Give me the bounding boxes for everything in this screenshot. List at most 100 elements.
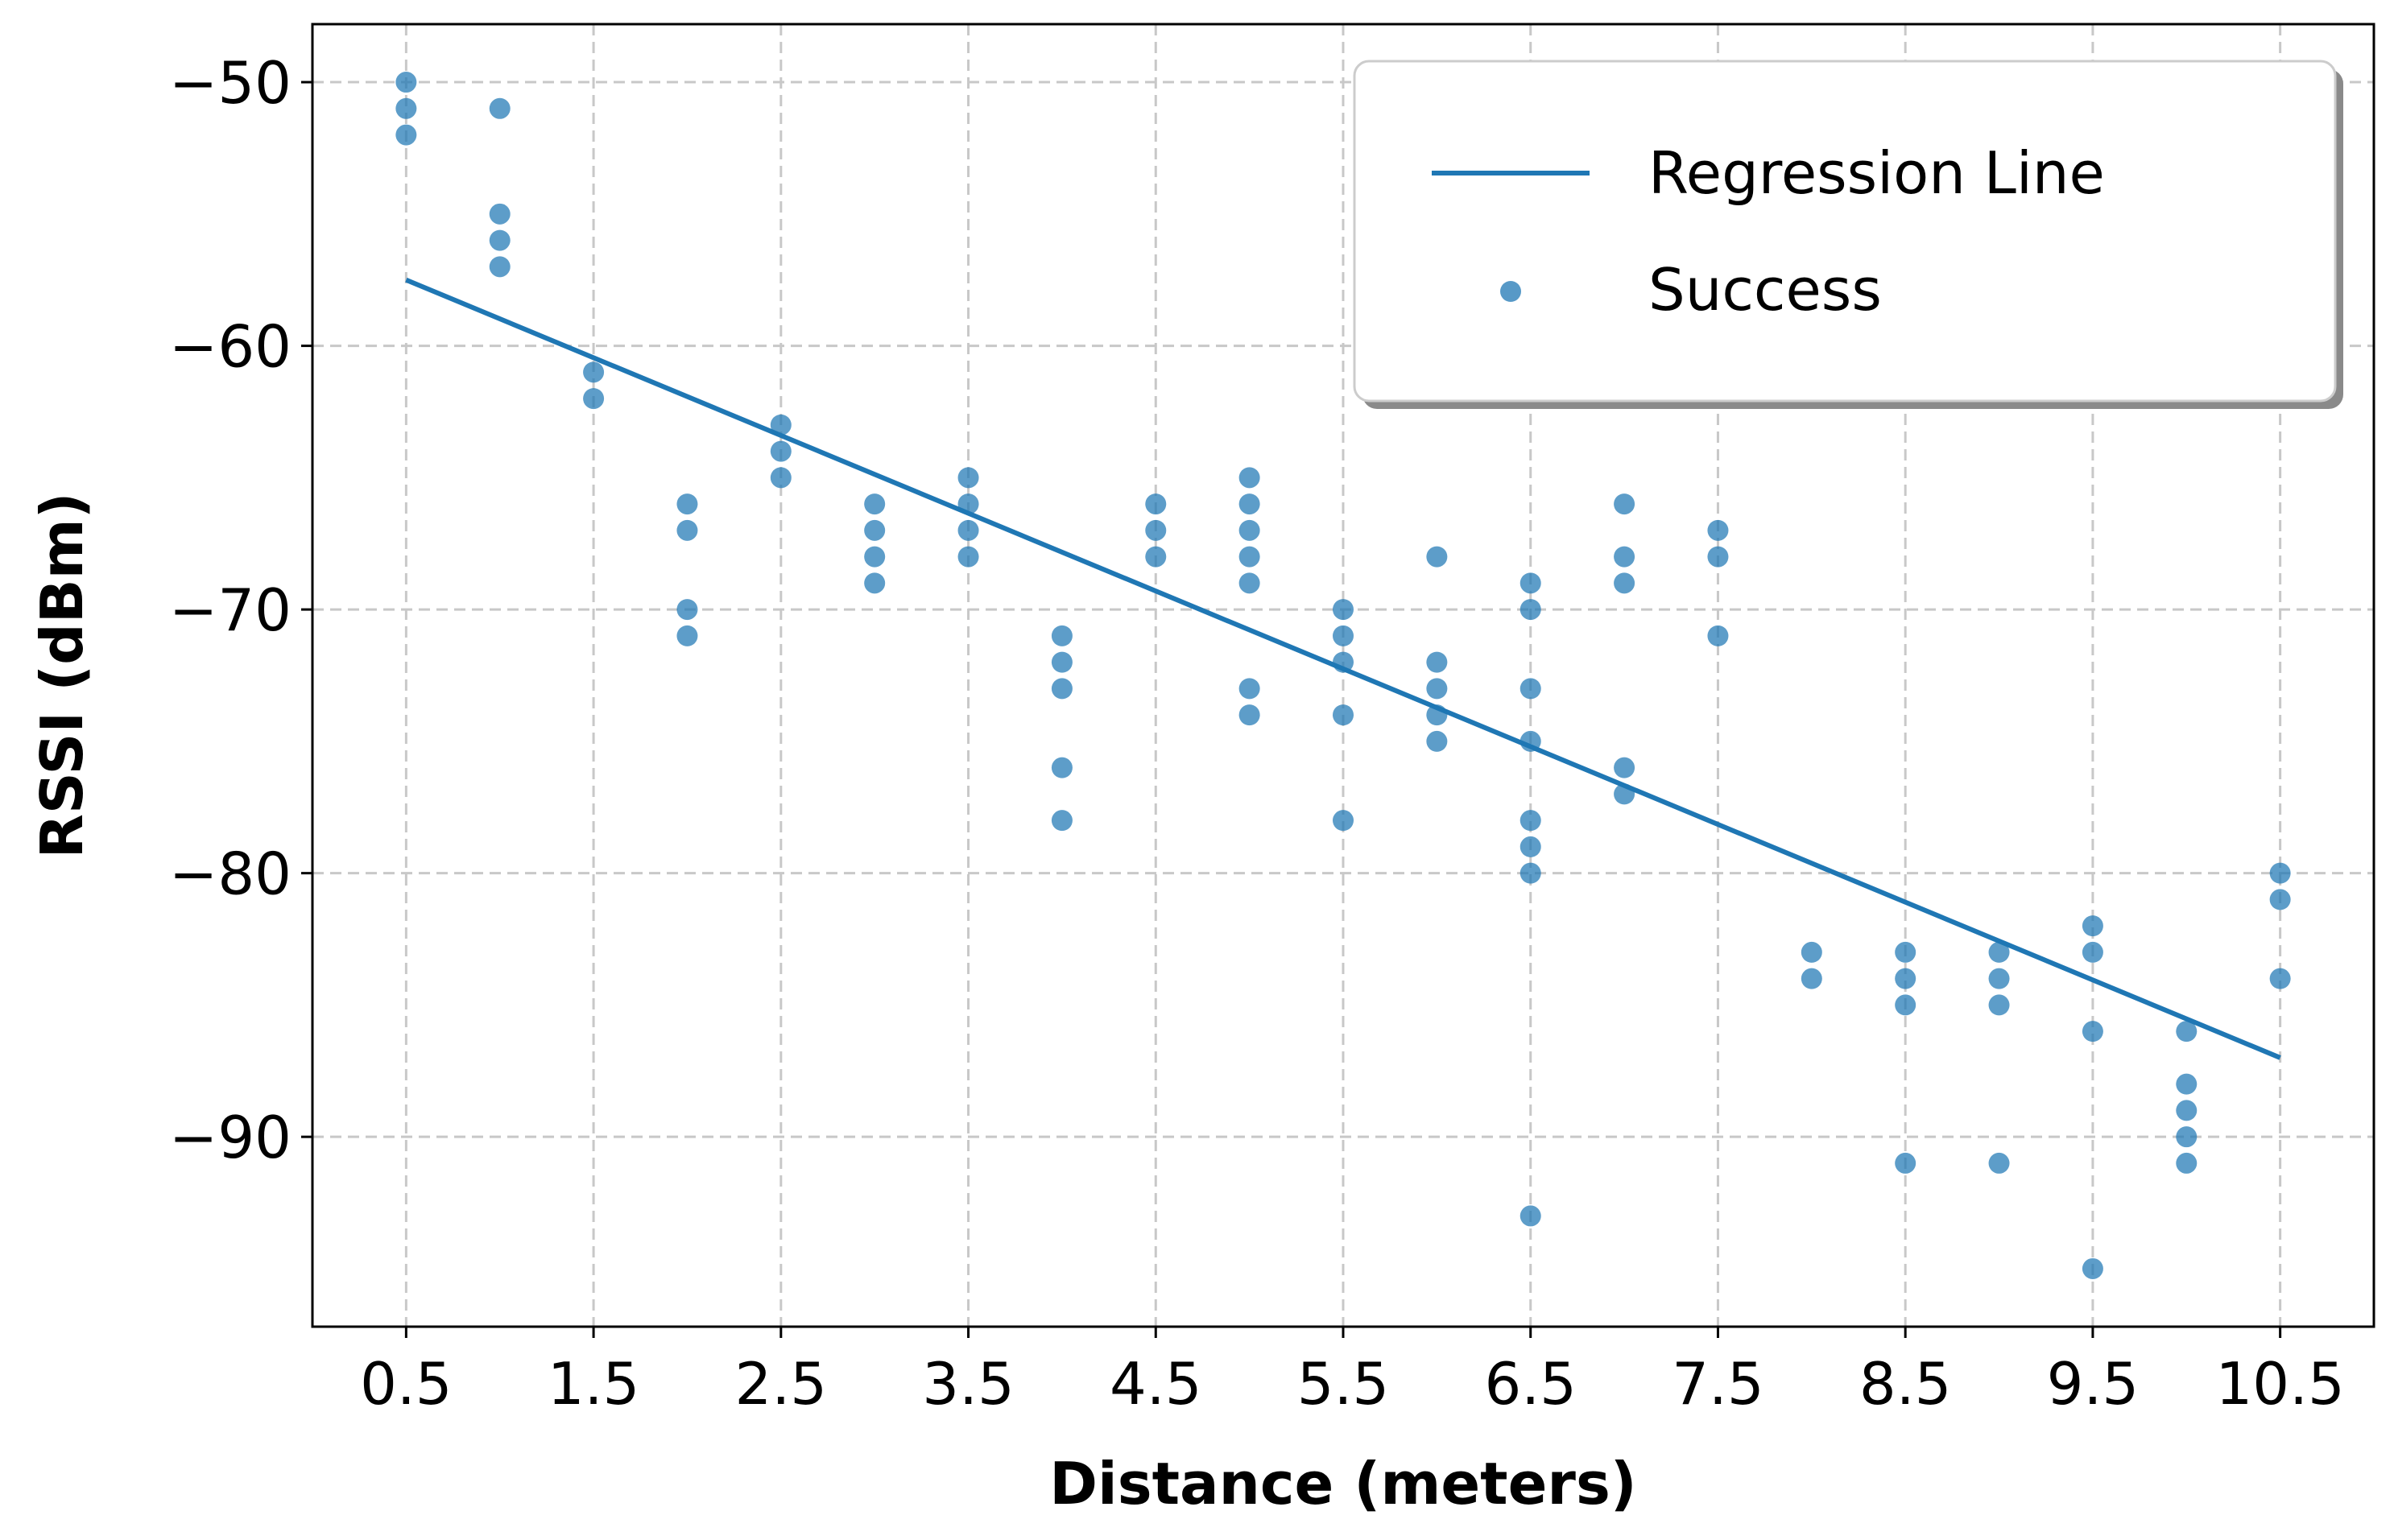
success-point [489, 203, 511, 225]
success-point [395, 97, 417, 119]
success-point [1988, 994, 2010, 1016]
success-point [957, 519, 979, 541]
success-point [1707, 625, 1729, 646]
success-point [1614, 546, 1635, 568]
success-point [864, 519, 886, 541]
x-tick-label: 10.5 [2215, 1350, 2344, 1418]
success-point [2269, 889, 2291, 910]
success-point [2269, 968, 2291, 989]
success-point [1707, 519, 1729, 541]
success-point [676, 519, 698, 541]
success-point [864, 546, 886, 568]
success-point [1614, 783, 1635, 805]
success-point [2082, 915, 2103, 937]
success-point [1238, 467, 1260, 489]
success-point [1988, 1152, 2010, 1174]
success-point [1238, 493, 1260, 515]
success-point [1051, 678, 1073, 700]
success-point [2176, 1126, 2198, 1148]
success-point [1426, 678, 1448, 700]
x-tick-label: 4.5 [1110, 1350, 1202, 1418]
success-point [1614, 757, 1635, 778]
x-tick-label: 7.5 [1672, 1350, 1764, 1418]
success-point [2176, 1152, 2198, 1174]
success-point [957, 493, 979, 515]
success-point [864, 572, 886, 594]
success-point [583, 361, 605, 383]
success-point [864, 493, 886, 515]
success-point [1520, 862, 1541, 884]
success-point [2176, 1100, 2198, 1121]
success-point [2082, 941, 2103, 963]
success-point [1895, 968, 1916, 989]
success-point [676, 625, 698, 646]
success-point [676, 599, 698, 621]
success-point [1051, 651, 1073, 673]
success-point [770, 440, 792, 462]
success-point [2176, 1073, 2198, 1095]
success-point [1333, 599, 1354, 621]
success-point [1051, 625, 1073, 646]
success-point [1614, 572, 1635, 594]
x-tick-label: 6.5 [1484, 1350, 1577, 1418]
success-point [1051, 757, 1073, 778]
success-point [1895, 941, 1916, 963]
success-point [1238, 519, 1260, 541]
success-point [1520, 678, 1541, 700]
success-point [1988, 968, 2010, 989]
success-point [957, 546, 979, 568]
success-point [489, 97, 511, 119]
legend-label-success: Success [1648, 256, 1882, 324]
success-point [1801, 968, 1822, 989]
success-point [1238, 546, 1260, 568]
success-point [1238, 704, 1260, 726]
success-point [1520, 1205, 1541, 1227]
tick-layer: 0.5 1.5 2.5 3.5 4.5 5.5 6.5 7.5 8.5 9.5 10.5 −50 −60… [169, 49, 2345, 1418]
x-tick-label: 3.5 [922, 1350, 1015, 1418]
success-point [1238, 678, 1260, 700]
success-point [1614, 493, 1635, 515]
success-point [1238, 572, 1260, 594]
success-point [1520, 730, 1541, 752]
success-point [957, 467, 979, 489]
success-point [2269, 862, 2291, 884]
x-tick-label: 5.5 [1297, 1350, 1390, 1418]
success-point [489, 229, 511, 251]
y-axis-title: RSSI (dBm) [28, 492, 96, 858]
success-point [1801, 941, 1822, 963]
success-point [1707, 546, 1729, 568]
success-point [2176, 1021, 2198, 1042]
success-point [1333, 651, 1354, 673]
success-point [1333, 810, 1354, 832]
legend: Regression Line Success [1353, 60, 2343, 409]
success-point [1145, 519, 1167, 541]
success-point [489, 256, 511, 278]
success-point [395, 72, 417, 93]
success-point [1333, 704, 1354, 726]
x-axis-title: Distance (meters) [1049, 1450, 1636, 1517]
y-tick-label: −60 [169, 313, 291, 381]
success-point [1895, 1152, 1916, 1174]
y-tick-label: −70 [169, 576, 291, 644]
success-point [1333, 625, 1354, 646]
legend-marker-success [1500, 281, 1521, 302]
legend-label-regression: Regression Line [1648, 139, 2105, 207]
x-tick-label: 8.5 [1859, 1350, 1952, 1418]
success-point [1520, 836, 1541, 857]
success-point [583, 388, 605, 410]
x-tick-label: 0.5 [360, 1350, 453, 1418]
success-point [1426, 546, 1448, 568]
success-point [2082, 1021, 2103, 1042]
success-point [2082, 1257, 2103, 1279]
success-point [770, 467, 792, 489]
scatter-points-layer [395, 72, 2291, 1279]
x-tick-label: 9.5 [2047, 1350, 2140, 1418]
success-point [1051, 810, 1073, 832]
success-point [1988, 941, 2010, 963]
success-point [1426, 704, 1448, 726]
y-tick-label: −50 [169, 49, 291, 117]
success-point [1426, 651, 1448, 673]
success-point [1895, 994, 1916, 1016]
success-point [1520, 572, 1541, 594]
